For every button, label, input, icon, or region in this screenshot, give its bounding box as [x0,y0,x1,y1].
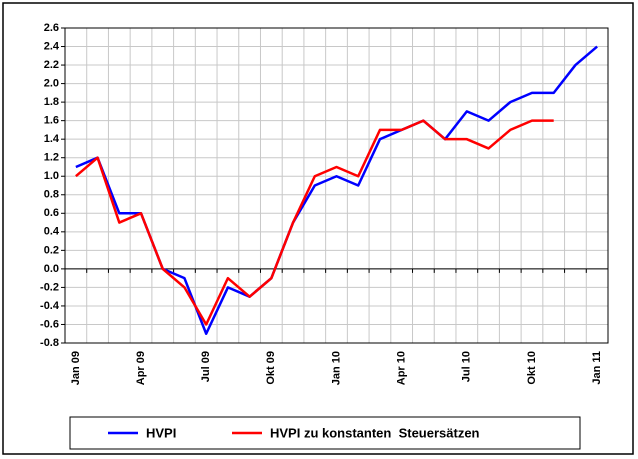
y-tick-label: -0.2 [40,281,59,293]
x-tick-label: Jan 11 [591,351,603,385]
y-tick-label: 0.8 [44,189,59,201]
x-tick-label: Apr 09 [135,351,147,385]
plot-area [65,28,608,343]
y-tick-label: 0.0 [44,263,59,275]
plot-border [64,27,609,344]
x-tick-label: Okt 09 [265,351,277,385]
y-tick-label: 1.6 [44,115,59,127]
x-tick-label: Jan 09 [70,351,82,385]
x-tick-label: Okt 10 [526,351,538,385]
series-line [75,119,554,326]
x-tick-label: Jul 10 [461,351,473,382]
y-tick-label: 0.6 [44,207,59,219]
y-tick-label: 1.8 [44,96,59,108]
y-tick-label: 0.4 [44,226,60,238]
legend-label: HVPI zu konstanten Steuersätzen [270,425,480,440]
x-tick-label: Apr 10 [396,351,408,385]
y-tick-label: 2.2 [44,59,59,71]
x-tick-label: Jul 09 [200,351,212,382]
y-tick-label: -0.4 [40,300,60,312]
y-tick-label: 2.4 [44,40,60,52]
y-tick-label: -0.8 [40,337,59,349]
y-tick-label: 1.4 [44,133,60,145]
x-tick-label: Jan 10 [330,351,342,385]
y-tick-label: 2.0 [44,77,59,89]
y-tick-label: 2.6 [44,22,59,34]
y-tick-label: 1.0 [44,170,59,182]
y-tick-label: 1.2 [44,152,59,164]
y-tick-label: 0.2 [44,244,59,256]
legend-label: HVPI [146,425,176,440]
y-tick-label: -0.6 [40,318,59,330]
legend-box [69,416,581,450]
